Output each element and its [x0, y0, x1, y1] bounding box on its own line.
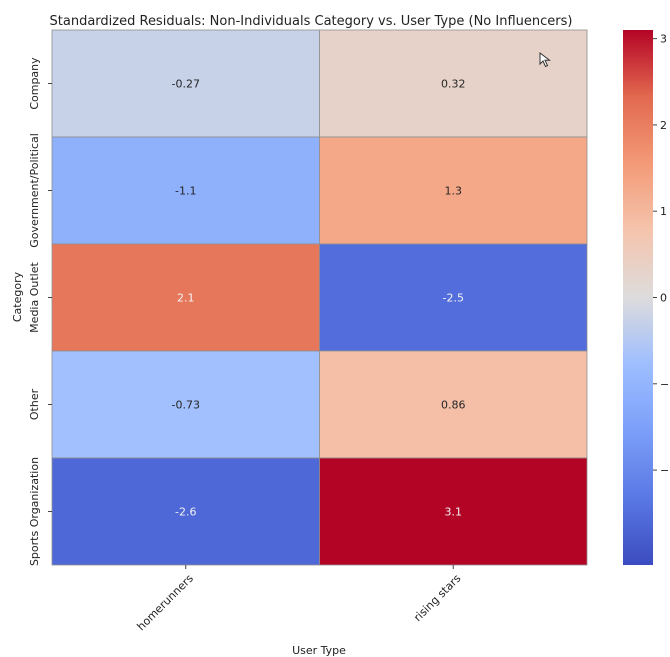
heatmap-cell-company-rising-stars — [319, 29, 588, 138]
heatmap-cell-media-outlet-rising-stars — [319, 243, 588, 352]
colorbar-tick-label: 2 — [660, 119, 667, 132]
cell-value-label: -2.6 — [175, 506, 196, 519]
heatmap-cell-other-homerunners — [51, 350, 320, 459]
cell-value-label: 1.3 — [445, 185, 463, 198]
heatmap-cell-government-political-rising-stars — [319, 136, 588, 245]
colorbar-tick-label: −2 — [660, 464, 670, 477]
cell-value-label: -0.73 — [172, 399, 200, 412]
colorbar-ticks: 3 2 1 0 −1 −2 — [653, 33, 670, 477]
chart-title: Standardized Residuals: Non-Individuals … — [50, 14, 573, 29]
y-tick-labels: Company Government/Political Media Outlet O… — [28, 57, 52, 566]
cell-value-label: 0.86 — [441, 399, 466, 412]
heatmap-cell-media-outlet-homerunners — [51, 243, 320, 352]
x-tick-labels: homerunners rising stars — [135, 565, 464, 633]
heatmap-cell-government-political-homerunners — [51, 136, 320, 245]
y-tick-label: Other — [28, 388, 41, 420]
y-tick-label: Sports Organization — [28, 457, 41, 566]
cell-value-label: -2.5 — [443, 292, 464, 305]
cell-value-label: -1.1 — [175, 185, 196, 198]
heatmap-cell-company-homerunners — [51, 29, 320, 138]
heatmap-cell-sports-organization-rising-stars — [319, 457, 588, 566]
y-tick-label: Media Outlet — [28, 262, 41, 333]
heatmap-cell-other-rising-stars — [319, 350, 588, 459]
mouse-cursor-icon — [539, 52, 551, 68]
colorbar-tick-label: 1 — [660, 205, 667, 218]
x-tick-label: homerunners — [135, 572, 196, 633]
x-axis-label: User Type — [292, 644, 346, 657]
y-tick-label: Government/Political — [28, 133, 41, 248]
colorbar-tick-label: −1 — [660, 378, 670, 391]
x-tick-label: rising stars — [411, 572, 463, 624]
colorbar-tick-label: 3 — [660, 33, 667, 46]
cell-value-label: 2.1 — [177, 292, 195, 305]
y-tick-label: Company — [28, 57, 41, 110]
colorbar-tick-label: 0 — [660, 292, 667, 305]
colorbar — [623, 30, 653, 565]
cell-value-label: 0.32 — [441, 78, 466, 91]
cell-value-label: -0.27 — [172, 78, 200, 91]
heatmap-cells: -0.27 0.32 -1.1 1.3 2.1 -2.5 -0.73 0.86 -2.6 3.1 — [51, 29, 588, 566]
y-axis-label: Category — [11, 271, 24, 322]
cell-value-label: 3.1 — [445, 506, 463, 519]
